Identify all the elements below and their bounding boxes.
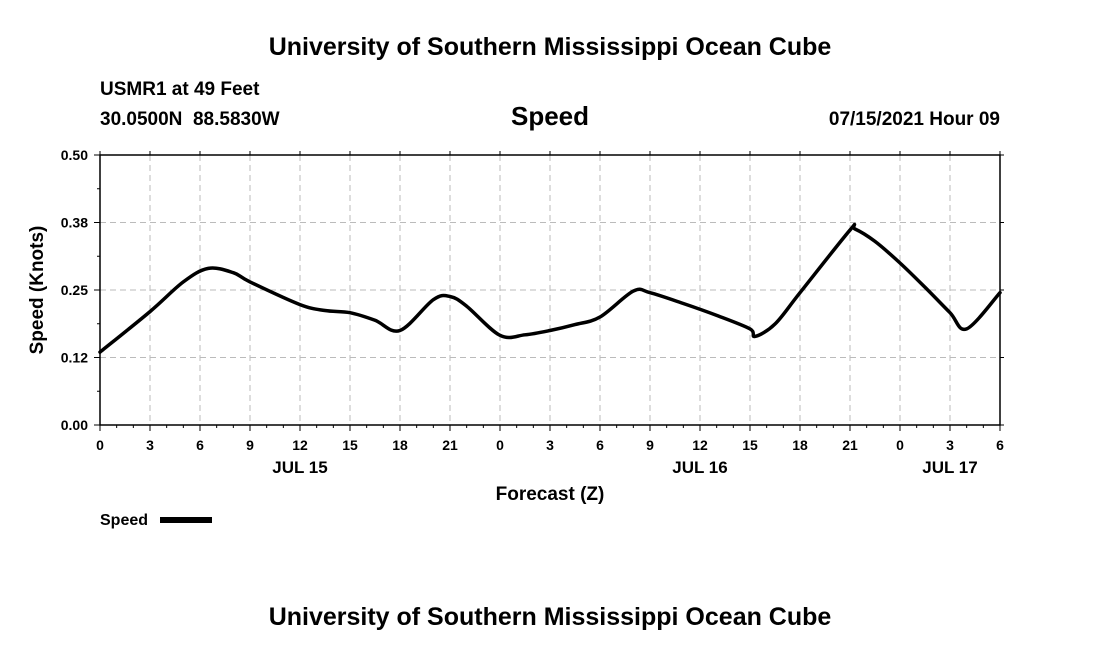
x-tick-label: 21 (442, 437, 458, 453)
x-tick-label: 6 (196, 437, 204, 453)
x-tick-label: 6 (996, 437, 1004, 453)
x-axis-label: Forecast (Z) (496, 484, 605, 505)
x-tick-label: 9 (646, 437, 654, 453)
x-tick-label: 15 (742, 437, 758, 453)
axis-ticks (94, 151, 1004, 431)
x-tick-label: 0 (896, 437, 904, 453)
y-tick-label: 0.00 (61, 417, 88, 433)
y-tick-label: 0.12 (61, 350, 88, 366)
date-labels: JUL 15 JUL 16 JUL 17 (272, 458, 977, 477)
legend: Speed (100, 512, 212, 529)
legend-label: Speed (100, 512, 148, 529)
footer-title: University of Southern Mississippi Ocean… (269, 603, 832, 631)
x-tick-label: 0 (496, 437, 504, 453)
page-title: University of Southern Mississippi Ocean… (269, 33, 832, 61)
x-tick-label: 12 (692, 437, 708, 453)
date-label: JUL 17 (922, 458, 977, 477)
grid-lines (100, 155, 1000, 425)
date-label: JUL 16 (672, 458, 727, 477)
y-tick-labels: 0.00 0.12 0.25 0.38 0.50 (61, 147, 88, 433)
x-tick-label: 3 (146, 437, 154, 453)
y-tick-label: 0.50 (61, 147, 88, 163)
x-tick-label: 18 (392, 437, 408, 453)
y-axis-label: Speed (Knots) (27, 226, 48, 355)
series-layer (98, 222, 1002, 354)
coordinates-label: 30.0500N 88.5830W (100, 109, 280, 130)
y-tick-label: 0.25 (61, 282, 88, 298)
date-label: JUL 15 (272, 458, 327, 477)
x-tick-label: 0 (96, 437, 104, 453)
chart-title: Speed (511, 101, 589, 131)
station-label: USMR1 at 49 Feet (100, 79, 260, 100)
x-tick-label: 21 (842, 437, 858, 453)
series-line-speed (98, 222, 1002, 354)
x-tick-label: 18 (792, 437, 808, 453)
x-tick-labels: 0 3 6 9 12 15 18 21 0 3 6 9 12 15 18 21 0 3 6 (96, 437, 1004, 453)
datetime-label: 07/15/2021 Hour 09 (829, 109, 1000, 130)
x-tick-label: 15 (342, 437, 358, 453)
x-tick-label: 6 (596, 437, 604, 453)
x-tick-label: 12 (292, 437, 308, 453)
x-tick-label: 9 (246, 437, 254, 453)
x-tick-label: 3 (946, 437, 954, 453)
y-tick-label: 0.38 (61, 215, 88, 231)
x-tick-label: 3 (546, 437, 554, 453)
